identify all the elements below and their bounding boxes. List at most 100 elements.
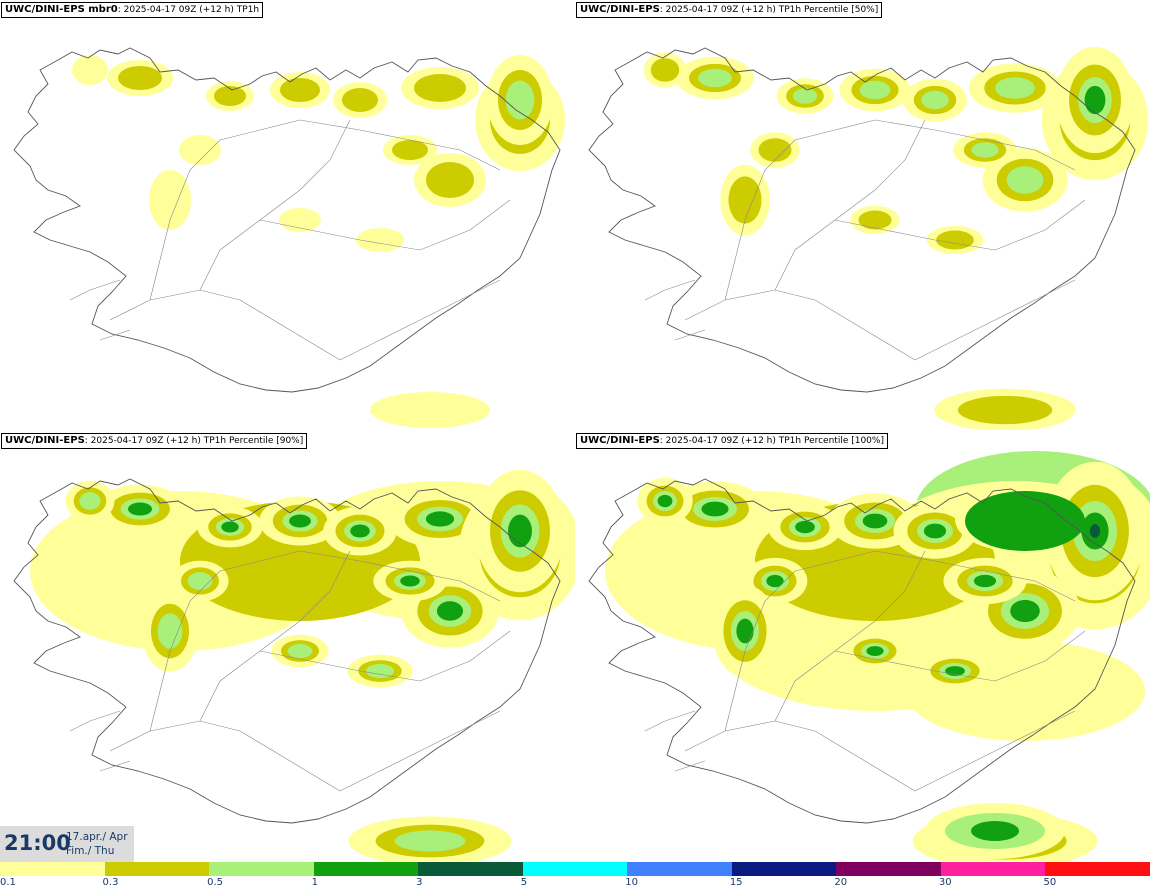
- road-line: [259, 199, 511, 251]
- precip-area: [650, 58, 680, 82]
- map-panel-percentile-50: UWC/DINI-EPS: 2025-04-17 09Z (+12 h) TP1…: [575, 0, 1150, 430]
- precip-area: [350, 524, 370, 538]
- road-line: [99, 760, 131, 772]
- precip-area: [426, 162, 474, 198]
- precip-map: [13, 469, 575, 861]
- panel-title: UWC/DINI-EPS: 2025-04-17 09Z (+12 h) TP1…: [1, 433, 308, 449]
- precip-colorbar: [0, 862, 1150, 876]
- precip-field: [605, 451, 1150, 861]
- road-line: [339, 710, 501, 792]
- coastline: [13, 478, 561, 824]
- colorbar-swatch: [940, 862, 1046, 876]
- precip-area: [287, 643, 313, 659]
- road-line: [644, 279, 696, 301]
- road-line: [149, 550, 301, 732]
- precip-area: [72, 55, 108, 85]
- colorbar-swatch: [0, 862, 105, 876]
- road-line: [299, 550, 501, 602]
- precip-area: [370, 392, 490, 428]
- precip-area: [505, 80, 535, 120]
- run-info: : 2025-04-17 09Z (+12 h) TP1h Percentile…: [659, 5, 879, 15]
- precip-area: [736, 618, 754, 644]
- precip-area: [1084, 85, 1106, 115]
- precip-area: [400, 575, 420, 587]
- road-line: [914, 279, 1076, 361]
- panel-title: UWC/DINI-EPS: 2025-04-17 09Z (+12 h) TP1…: [576, 2, 883, 18]
- precip-area: [795, 520, 815, 534]
- precip-map: [588, 451, 1150, 861]
- precip-field: [643, 46, 1149, 430]
- precip-area: [971, 821, 1019, 841]
- valid-time: 21:00: [4, 831, 71, 855]
- road-line: [874, 119, 1076, 171]
- road-line: [674, 760, 706, 772]
- colorbar-swatch: [627, 862, 732, 876]
- precip-area: [289, 514, 311, 528]
- colorbar-tick-label: 0.5: [207, 877, 223, 888]
- precip-area: [508, 514, 532, 548]
- road-line: [774, 550, 926, 722]
- precip-area: [965, 491, 1085, 551]
- precip-area: [657, 494, 673, 508]
- road-line: [644, 710, 696, 732]
- precip-field: [30, 469, 575, 861]
- valid-time-box: 21:00 17.apr./ Apr Fim./ Thu: [0, 826, 134, 862]
- road-line: [199, 119, 351, 291]
- coastline: [588, 47, 1136, 393]
- road-line: [834, 630, 1086, 682]
- run-info: : 2025-04-17 09Z (+12 h) TP1h: [117, 5, 260, 15]
- colorbar-tick-label: 15: [729, 877, 743, 888]
- date-line: 17.apr./ Apr: [66, 831, 128, 843]
- precip-area: [728, 176, 762, 224]
- map-panel-percentile-100: UWC/DINI-EPS: 2025-04-17 09Z (+12 h) TP1…: [575, 431, 1150, 861]
- colorbar-swatch: [104, 862, 210, 876]
- precip-area: [866, 646, 884, 656]
- precip-area: [859, 80, 891, 100]
- colorbar-tick-label: 3: [416, 877, 423, 888]
- precip-area: [79, 492, 101, 510]
- road-line: [69, 279, 121, 301]
- valid-date: 17.apr./ Apr Fim./ Thu: [66, 830, 128, 858]
- model-name: UWC/DINI-EPS mbr0: [5, 4, 118, 15]
- road-line: [69, 710, 121, 732]
- precip-area: [356, 228, 404, 252]
- run-info: : 2025-04-17 09Z (+12 h) TP1h Percentile…: [659, 436, 884, 446]
- precip-area: [758, 138, 792, 162]
- precip-area: [995, 77, 1035, 99]
- precip-area: [971, 142, 999, 158]
- run-info: : 2025-04-17 09Z (+12 h) TP1h Percentile…: [84, 436, 304, 446]
- road-line: [259, 630, 511, 682]
- weekday-line: Fim./ Thu: [66, 845, 115, 857]
- colorbar-swatch: [418, 862, 523, 876]
- map-panel-mbr0: UWC/DINI-EPS mbr0: 2025-04-17 09Z (+12 h…: [0, 0, 575, 430]
- precip-area: [414, 74, 466, 102]
- colorbar-tick-label: 30: [938, 877, 952, 888]
- colorbar-tick-label: 20: [834, 877, 848, 888]
- road-line: [109, 289, 341, 361]
- colorbar-tick-label: 0.3: [102, 877, 119, 888]
- colorbar-tick-label: 1: [311, 877, 318, 888]
- colorbar-tick-label: 10: [625, 877, 638, 888]
- model-name: UWC/DINI-EPS: [5, 435, 85, 446]
- precip-area: [342, 88, 378, 112]
- colorbar-tick-label: 0.1: [0, 877, 16, 888]
- road-line: [684, 289, 916, 361]
- precip-map: [13, 47, 565, 428]
- precip-area: [973, 574, 997, 588]
- precip-area: [766, 574, 784, 588]
- panel-title: UWC/DINI-EPS mbr0: 2025-04-17 09Z (+12 h…: [1, 2, 264, 18]
- colorbar-swatch: [836, 862, 941, 876]
- precip-area: [187, 572, 213, 590]
- precip-area: [921, 90, 949, 110]
- colorbar-swatch: [1045, 862, 1150, 876]
- precip-area: [858, 210, 892, 230]
- model-name: UWC/DINI-EPS: [580, 4, 660, 15]
- precip-area: [1006, 166, 1044, 194]
- precip-area: [365, 663, 395, 679]
- colorbar-tick-label: 50: [1043, 877, 1057, 888]
- precip-area: [936, 230, 974, 250]
- road-line: [684, 720, 916, 792]
- precip-area: [1089, 524, 1101, 538]
- colorbar-ticks: 0.1 0.3 0.5 1 3 5 10 15 20 30 50: [0, 876, 1150, 891]
- colorbar-swatch: [209, 862, 314, 876]
